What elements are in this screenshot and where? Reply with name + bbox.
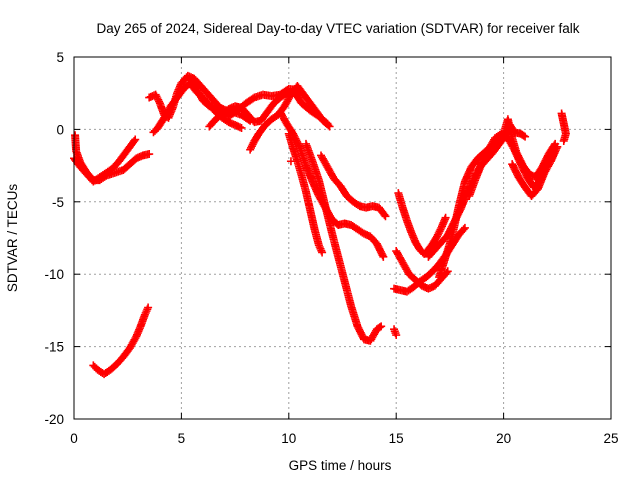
data-points [70, 71, 570, 379]
data-point-marker [381, 212, 390, 221]
x-axis-label: GPS time / hours [289, 458, 392, 473]
data-point-marker [443, 267, 452, 276]
x-tick-label: 20 [496, 431, 511, 446]
series-arc-b [70, 135, 140, 186]
series-arc-o [392, 247, 452, 293]
x-tick-label: 0 [70, 431, 78, 446]
x-tick-label: 10 [281, 431, 296, 446]
data-point-marker [553, 142, 562, 151]
y-tick-label: 0 [56, 122, 64, 137]
data-point-marker [318, 248, 327, 257]
axis-ticks: 0 5 10 15 20 25 -20 -15 -10 -5 0 5 [44, 50, 618, 446]
grid-lines [74, 57, 611, 419]
x-tick-label: 15 [389, 431, 404, 446]
series-arc-i [286, 157, 295, 166]
data-point-marker [237, 123, 246, 132]
y-tick-label: 5 [56, 50, 64, 65]
data-point-marker [441, 213, 450, 222]
data-point-marker [145, 150, 154, 159]
series-arc-v [89, 303, 153, 379]
series-arc-u [557, 109, 570, 145]
data-point-marker [325, 122, 334, 131]
data-point-marker [392, 331, 401, 340]
data-point-marker [286, 157, 295, 166]
series-arc-p [394, 189, 450, 258]
data-point-marker [377, 322, 386, 331]
x-tick-label: 25 [603, 431, 618, 446]
data-point-marker [324, 121, 333, 130]
y-tick-label: -10 [44, 267, 64, 282]
series-arc-s [465, 129, 558, 201]
data-point-marker [379, 252, 388, 261]
data-point-marker [559, 136, 568, 145]
data-point-marker [460, 223, 469, 232]
plot-frame [73, 56, 612, 420]
series-arc-t [508, 142, 562, 201]
x-tick-label: 5 [178, 431, 186, 446]
y-tick-label: -15 [44, 340, 64, 355]
data-point-marker [144, 303, 153, 312]
series-arc-j [276, 108, 388, 261]
data-point-marker [131, 135, 140, 144]
data-point-marker [521, 132, 530, 141]
series-arc-g [246, 81, 334, 154]
series-arc-l [301, 139, 386, 345]
series-arc-m [390, 325, 401, 340]
y-axis-label: SDTVAR / TECUs [5, 184, 20, 293]
chart-title: Day 265 of 2024, Sidereal Day-to-day VTE… [97, 21, 580, 36]
series-arc-h [284, 129, 327, 257]
series-arc-k [317, 151, 390, 221]
y-tick-label: -5 [52, 195, 64, 210]
y-tick-label: -20 [44, 412, 64, 427]
